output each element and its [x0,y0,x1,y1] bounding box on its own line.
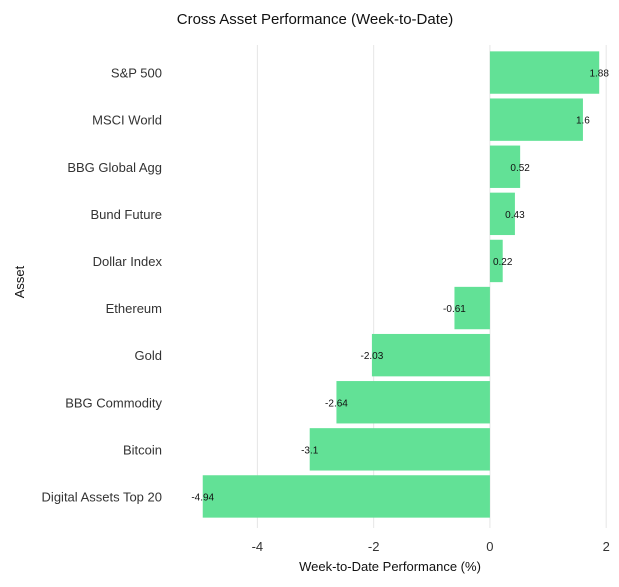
data-label: -2.03 [361,351,384,362]
data-label: 1.6 [576,116,590,127]
bar [454,286,490,330]
category-label: Ethereum [106,301,162,316]
category-label: Dollar Index [93,254,163,269]
chart-title: Cross Asset Performance (Week-to-Date) [177,11,453,28]
x-tick-label: 2 [603,539,610,554]
category-label: Bund Future [90,207,162,222]
y-axis-title: Asset [12,265,27,298]
bar [309,428,490,471]
bar [489,239,503,283]
data-label: 1.88 [589,69,609,80]
bar [202,475,490,518]
category-label: S&P 500 [111,66,162,81]
category-label: Bitcoin [123,442,162,457]
category-label: BBG Global Agg [67,160,162,175]
x-tick-labels: -4 -2 0 2 [252,539,610,554]
bar [489,98,583,141]
data-label: -0.61 [443,304,466,315]
x-tick-label: -4 [252,539,264,554]
category-label: BBG Commodity [65,395,162,410]
data-label: 0.52 [510,163,530,174]
bar [489,51,600,94]
category-label: MSCI World [92,113,162,128]
category-label: Gold [135,348,162,363]
data-label: -4.94 [191,492,214,503]
x-tick-label: 0 [486,539,493,554]
bar [489,145,521,188]
bars [202,51,600,518]
bar [336,381,490,424]
category-label: Digital Assets Top 20 [42,489,162,504]
x-tick-label: -2 [368,539,380,554]
data-label: 0.22 [493,257,513,268]
data-label: -2.64 [325,398,348,409]
bar [371,333,490,377]
data-label: 0.43 [505,210,525,221]
data-label: -3.1 [301,445,319,456]
x-axis-title: Week-to-Date Performance (%) [299,559,481,574]
bar [489,192,515,236]
data-labels: 1.88 1.6 0.52 0.43 0.22 -0.61 -2.03 -2.64 -3.1 -4… [191,69,609,504]
category-labels: S&P 500 MSCI World BBG Global Agg Bund Futu… [42,66,163,505]
